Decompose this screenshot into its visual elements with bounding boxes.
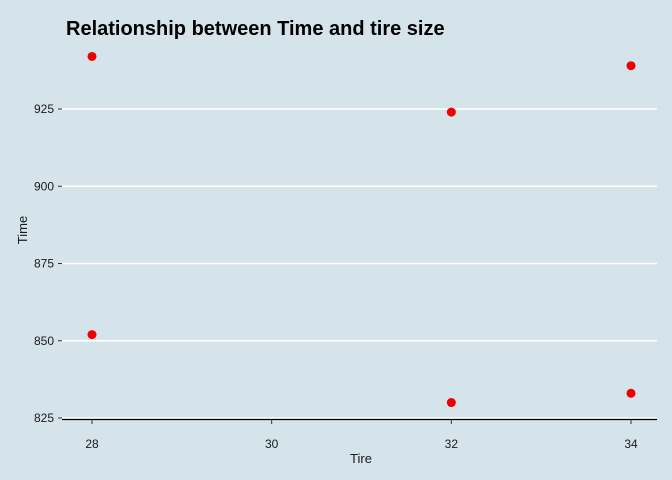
y-tick-label-825: 825 bbox=[34, 411, 54, 425]
y-tick-label-850: 850 bbox=[34, 334, 54, 348]
x-tick-label-32: 32 bbox=[445, 437, 459, 451]
y-axis-title: Time bbox=[15, 216, 30, 244]
data-point-4 bbox=[626, 61, 636, 71]
data-point-5 bbox=[626, 388, 636, 398]
x-tick-label-30: 30 bbox=[265, 437, 279, 451]
data-point-1 bbox=[87, 330, 97, 340]
data-point-0 bbox=[87, 51, 97, 61]
x-tick-label-28: 28 bbox=[85, 437, 99, 451]
x-axis-title: Tire bbox=[350, 451, 372, 466]
y-tick-label-900: 900 bbox=[34, 179, 54, 193]
y-tick-label-875: 875 bbox=[34, 257, 54, 271]
gridlines bbox=[62, 108, 657, 419]
x-tick-labels: 28 30 32 34 bbox=[85, 437, 638, 451]
y-tick-label-925: 925 bbox=[34, 102, 54, 116]
axes bbox=[58, 108, 657, 424]
data-point-3 bbox=[446, 398, 456, 408]
y-tick-labels: 825 850 875 900 925 bbox=[34, 102, 54, 425]
x-tick-label-34: 34 bbox=[624, 437, 638, 451]
chart-title: Relationship between Time and tire size bbox=[66, 18, 445, 40]
data-point-2 bbox=[446, 107, 456, 117]
data-points bbox=[87, 51, 636, 408]
